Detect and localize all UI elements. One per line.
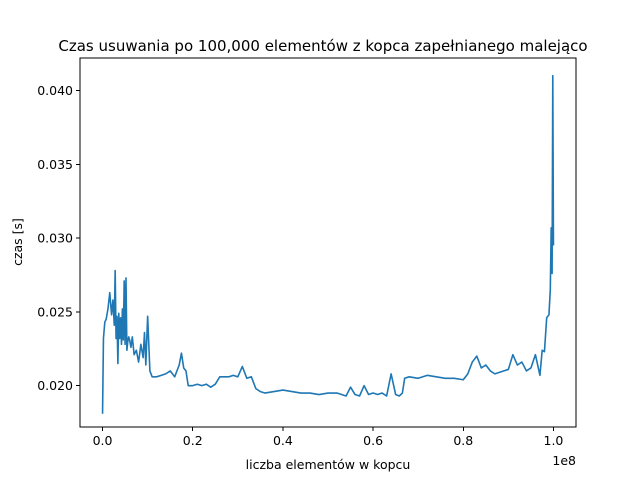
x-axis-offset-label: 1e8 [552,453,576,468]
y-axis-label: czas [s] [10,218,25,266]
y-tick-label: 0.035 [37,157,73,172]
y-tick-label: 0.020 [37,378,73,393]
x-tick-label: 0.8 [453,433,473,448]
x-tick-label: 0.6 [363,433,383,448]
y-tick-label: 0.040 [37,83,73,98]
series-line-0 [101,74,555,414]
x-tick-label: 0.0 [93,433,113,448]
plot-frame [79,57,577,428]
x-tick-label: 0.2 [183,433,203,448]
y-tick-label: 0.030 [37,231,73,246]
x-tick-label: 0.4 [273,433,293,448]
y-tick-label: 0.025 [37,304,73,319]
x-tick-label: 1.0 [544,433,564,448]
y-axis: 0.020 0.025 0.030 0.035 0.040 [37,83,80,393]
plot-area [101,74,555,414]
x-axis: 0.0 0.2 0.4 0.6 0.8 1.0 [93,427,564,448]
x-axis-label: liczba elementów w kopcu [246,457,411,472]
chart-title: Czas usuwania po 100,000 elementów z kop… [58,37,587,55]
